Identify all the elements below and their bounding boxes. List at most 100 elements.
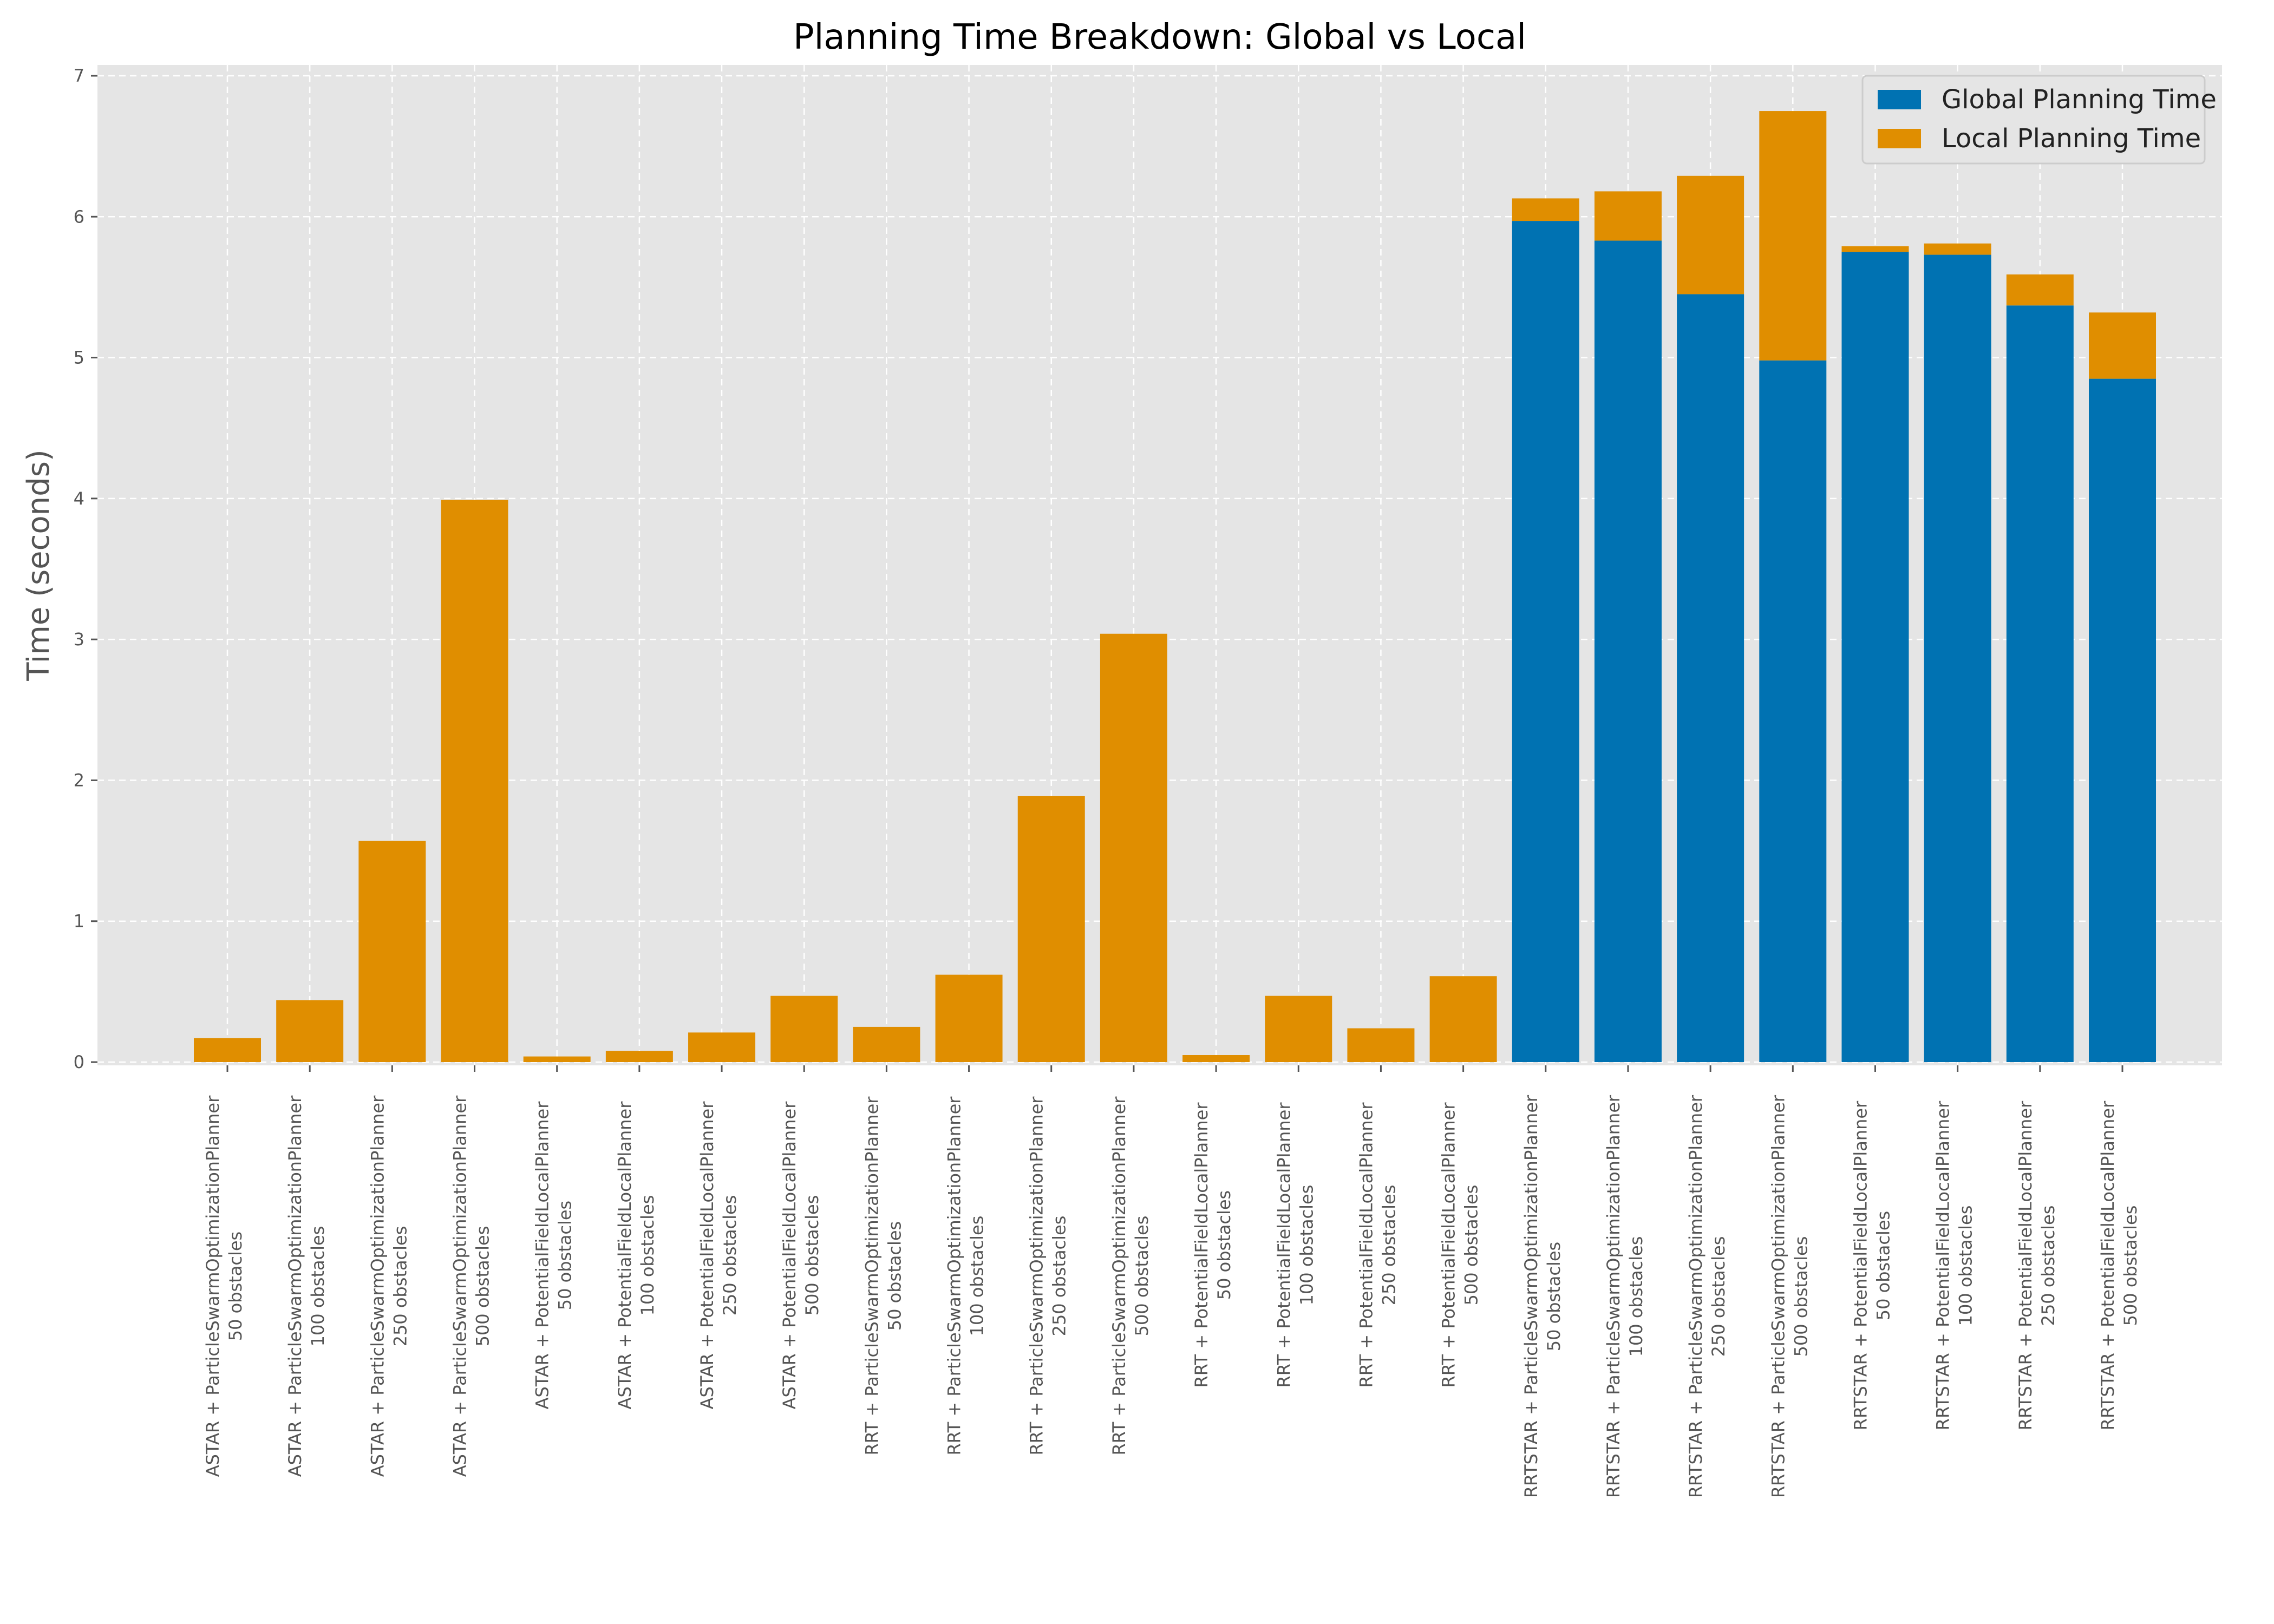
x-tick-label: RRT + PotentialFieldLocalPlanner 50 obsta… — [1191, 1102, 1234, 1388]
x-tick-label-line2: 50 obstacles — [1873, 1211, 1893, 1320]
x-tick-label-line1: RRTSTAR + ParticleSwarmOptimizationPlann… — [1685, 1095, 1706, 1498]
x-tick-label: RRT + PotentialFieldLocalPlanner 250 obst… — [1356, 1102, 1399, 1388]
bar-local-15 — [1429, 976, 1497, 1062]
y-tick-label: 2 — [74, 770, 84, 790]
x-tick-label: RRTSTAR + PotentialFieldLocalPlanner 100 … — [1933, 1101, 1976, 1430]
y-axis-label: Time (seconds) — [21, 449, 56, 681]
x-tick-label-line1: RRT + PotentialFieldLocalPlanner — [1191, 1102, 1212, 1388]
y-tick-label: 1 — [74, 911, 84, 932]
bar-global-23 — [2089, 378, 2156, 1062]
x-tick-label-line2: 250 obstacles — [1378, 1185, 1399, 1306]
legend-box — [1861, 75, 2206, 165]
x-tick-label-line1: ASTAR + PotentialFieldLocalPlanner — [532, 1101, 553, 1410]
legend-swatch-local — [1878, 129, 1921, 148]
x-tick-label-line1: RRT + PotentialFieldLocalPlanner — [1439, 1102, 1459, 1388]
x-tick-label-line2: 500 obstacles — [1132, 1216, 1152, 1337]
x-tick-label-line2: 500 obstacles — [1461, 1185, 1482, 1306]
x-tick-label-line1: ASTAR + ParticleSwarmOptimizationPlanner — [450, 1095, 471, 1477]
x-tick-label-line2: 100 obstacles — [1296, 1185, 1317, 1306]
x-tick-label: RRT + ParticleSwarmOptimizationPlanner 25… — [1027, 1096, 1070, 1456]
x-tick-label: RRT + ParticleSwarmOptimizationPlanner 50… — [861, 1096, 905, 1456]
x-tick-label: ASTAR + PotentialFieldLocalPlanner 50 obs… — [532, 1101, 576, 1410]
y-tick-label: 6 — [74, 206, 84, 227]
bar-local-13 — [1265, 996, 1332, 1062]
bar-local-10 — [1017, 796, 1085, 1062]
bar-local-22 — [2006, 274, 2074, 306]
x-tick-label-line2: 50 obstacles — [884, 1221, 905, 1331]
bar-global-17 — [1594, 240, 1662, 1062]
x-tick-label-line1: RRTSTAR + ParticleSwarmOptimizationPlann… — [1521, 1095, 1541, 1498]
bar-local-1 — [276, 1000, 344, 1062]
x-tick-label-line2: 100 obstacles — [1626, 1236, 1646, 1357]
x-tick-label-line2: 500 obstacles — [1791, 1236, 1811, 1357]
x-tick-label: RRTSTAR + PotentialFieldLocalPlanner 250 … — [2015, 1101, 2059, 1430]
bar-local-16 — [1512, 198, 1579, 221]
x-tick-label-line1: RRT + ParticleSwarmOptimizationPlanner — [1027, 1096, 1047, 1456]
x-tick-label-line1: RRT + PotentialFieldLocalPlanner — [1356, 1102, 1376, 1388]
legend: Global Planning Time Local Planning Time — [1861, 75, 2217, 165]
bar-local-6 — [688, 1032, 756, 1062]
x-tick-label: RRTSTAR + ParticleSwarmOptimizationPlann… — [1521, 1095, 1564, 1498]
x-tick-label-line1: RRTSTAR + PotentialFieldLocalPlanner — [1933, 1101, 1953, 1430]
bar-local-20 — [1841, 246, 1909, 252]
bar-local-17 — [1594, 191, 1662, 241]
bar-global-20 — [1841, 252, 1909, 1062]
x-tick-label-line2: 100 obstacles — [308, 1226, 328, 1347]
x-axis: ASTAR + ParticleSwarmOptimizationPlanner… — [202, 1065, 2141, 1498]
y-tick-label: 7 — [74, 66, 84, 86]
y-axis: 0 1 2 3 4 5 6 7 — [74, 66, 97, 1072]
x-tick-label: RRTSTAR + ParticleSwarmOptimizationPlann… — [1768, 1095, 1811, 1498]
x-tick-label-line2: 500 obstacles — [473, 1226, 493, 1347]
bar-local-14 — [1347, 1028, 1415, 1062]
x-tick-label: RRTSTAR + ParticleSwarmOptimizationPlann… — [1603, 1095, 1646, 1498]
x-tick-label: RRT + PotentialFieldLocalPlanner 100 obst… — [1273, 1102, 1317, 1388]
y-tick-label: 5 — [74, 348, 84, 368]
x-tick-label: RRTSTAR + ParticleSwarmOptimizationPlann… — [1685, 1095, 1729, 1498]
bar-local-5 — [605, 1051, 673, 1062]
x-tick-label-line1: RRT + ParticleSwarmOptimizationPlanner — [944, 1096, 965, 1456]
bar-local-0 — [194, 1038, 261, 1062]
x-tick-label: RRTSTAR + PotentialFieldLocalPlanner 50 o… — [1850, 1101, 1893, 1430]
x-tick-label-line2: 250 obstacles — [390, 1226, 410, 1347]
chart-title: Planning Time Breakdown: Global vs Local — [793, 17, 1526, 57]
x-tick-label-line1: RRTSTAR + ParticleSwarmOptimizationPlann… — [1603, 1095, 1624, 1498]
bars — [194, 111, 2156, 1063]
x-tick-label: RRT + ParticleSwarmOptimizationPlanner 10… — [944, 1096, 988, 1456]
bar-local-18 — [1677, 175, 1744, 294]
y-tick-label: 0 — [74, 1052, 84, 1072]
x-tick-label-line1: ASTAR + ParticleSwarmOptimizationPlanner — [202, 1095, 223, 1477]
bar-global-16 — [1512, 221, 1579, 1063]
x-tick-label-line2: 50 obstacles — [1214, 1190, 1234, 1300]
x-tick-label: ASTAR + ParticleSwarmOptimizationPlanner… — [450, 1095, 493, 1477]
x-tick-label-line2: 250 obstacles — [2038, 1206, 2059, 1326]
bar-global-21 — [1924, 254, 1991, 1062]
x-tick-label-line1: RRT + ParticleSwarmOptimizationPlanner — [861, 1096, 882, 1456]
bar-local-3 — [441, 500, 508, 1063]
x-tick-label: RRT + PotentialFieldLocalPlanner 500 obst… — [1439, 1102, 1482, 1388]
x-tick-label-line2: 50 obstacles — [555, 1201, 576, 1310]
x-tick-label-line1: ASTAR + ParticleSwarmOptimizationPlanner — [285, 1095, 305, 1477]
bar-global-18 — [1677, 294, 1744, 1062]
bar-global-22 — [2006, 305, 2074, 1063]
x-tick-label-line1: ASTAR + PotentialFieldLocalPlanner — [615, 1101, 635, 1410]
y-tick-label: 4 — [74, 488, 84, 509]
x-tick-label: RRTSTAR + PotentialFieldLocalPlanner 500 … — [2097, 1101, 2141, 1430]
bar-local-21 — [1924, 243, 1991, 255]
x-tick-label-line2: 500 obstacles — [802, 1195, 822, 1316]
x-tick-label-line2: 100 obstacles — [967, 1216, 988, 1337]
x-tick-label-line2: 250 obstacles — [1049, 1216, 1070, 1337]
x-tick-label-line1: RRTSTAR + PotentialFieldLocalPlanner — [1850, 1101, 1871, 1430]
x-tick-label-line1: RRTSTAR + PotentialFieldLocalPlanner — [2097, 1101, 2118, 1430]
x-tick-label-line1: RRTSTAR + PotentialFieldLocalPlanner — [2015, 1101, 2036, 1430]
bar-local-9 — [935, 974, 1003, 1062]
x-tick-label-line1: RRT + PotentialFieldLocalPlanner — [1273, 1102, 1294, 1388]
x-tick-label-line2: 250 obstacles — [720, 1195, 740, 1316]
legend-label-local: Local Planning Time — [1942, 123, 2201, 154]
x-tick-label-line2: 100 obstacles — [1956, 1206, 1976, 1326]
x-tick-label-line1: ASTAR + PotentialFieldLocalPlanner — [697, 1101, 717, 1410]
x-tick-label: ASTAR + ParticleSwarmOptimizationPlanner… — [285, 1095, 328, 1477]
bar-global-19 — [1759, 360, 1827, 1063]
x-tick-label-line2: 250 obstacles — [1708, 1236, 1729, 1357]
x-tick-label-line2: 100 obstacles — [637, 1195, 658, 1316]
